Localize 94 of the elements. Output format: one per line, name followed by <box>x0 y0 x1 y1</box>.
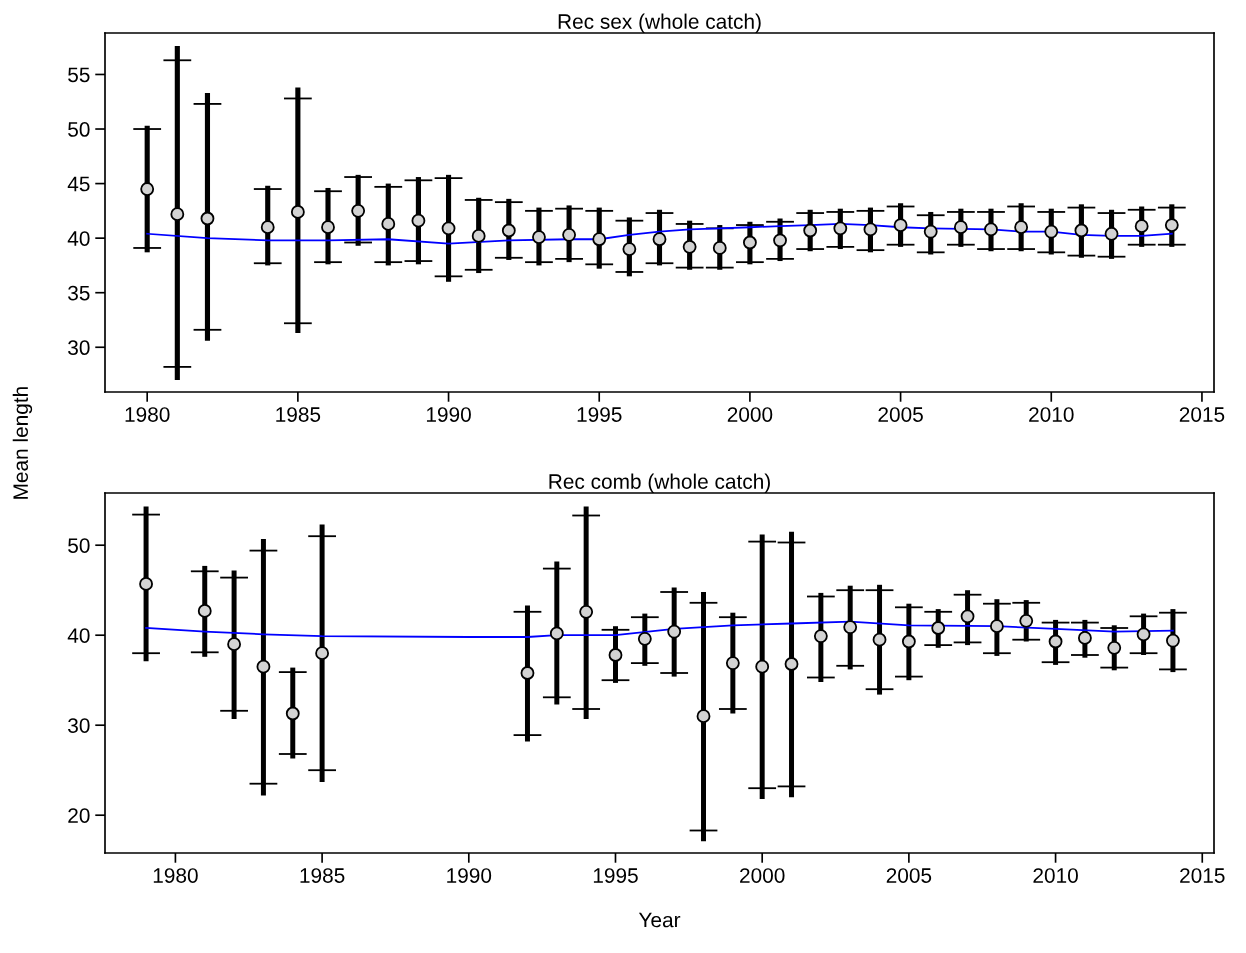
point <box>652 232 667 247</box>
y-tick-label: 30 <box>68 340 90 356</box>
point <box>1136 627 1151 642</box>
point <box>471 229 486 243</box>
point <box>532 230 546 244</box>
x-tick-label: 2010 <box>1033 868 1078 883</box>
point <box>989 619 1004 634</box>
y-axis-title: Mean length <box>12 387 33 499</box>
point <box>637 631 652 646</box>
point <box>682 239 697 254</box>
x-tick-label: 1980 <box>125 407 170 422</box>
x-tick-label: 2000 <box>740 868 785 883</box>
x-tick-label: 1985 <box>300 868 345 883</box>
point <box>1074 223 1089 238</box>
point <box>562 227 577 242</box>
y-tick-label: 55 <box>68 67 90 83</box>
point <box>872 632 887 647</box>
point <box>197 603 212 618</box>
x-tick-label: 2005 <box>878 407 923 422</box>
point <box>290 205 305 219</box>
point <box>140 182 155 196</box>
point <box>227 637 242 652</box>
y-tick-label: 40 <box>67 231 90 246</box>
y-tick-label: 45 <box>67 176 90 192</box>
y-tick-label: 50 <box>68 122 90 137</box>
point <box>381 217 396 231</box>
point <box>923 224 938 239</box>
point <box>260 220 275 235</box>
point <box>579 604 594 619</box>
point <box>501 223 516 238</box>
x-tick-label: 2000 <box>727 407 773 422</box>
point <box>803 223 818 238</box>
point <box>784 657 799 671</box>
point <box>315 646 330 661</box>
point <box>549 626 564 641</box>
chart-title: Rec sex (whole catch) <box>558 13 761 33</box>
point <box>1104 226 1119 241</box>
point <box>755 659 770 674</box>
point <box>1164 218 1179 232</box>
y-tick-label: 50 <box>68 538 90 553</box>
point <box>608 648 623 662</box>
y-tick-label: 35 <box>68 285 90 301</box>
point <box>285 706 300 721</box>
point <box>256 659 271 674</box>
x-tick-label: 1990 <box>447 868 492 883</box>
point <box>725 656 740 671</box>
point <box>931 621 946 635</box>
point <box>1134 219 1149 234</box>
point <box>1044 224 1059 239</box>
point <box>1077 630 1092 645</box>
point <box>170 207 185 222</box>
point <box>622 242 637 256</box>
point <box>742 235 757 250</box>
point <box>863 222 878 237</box>
point <box>1019 613 1034 628</box>
point <box>411 213 426 228</box>
point <box>833 221 848 236</box>
x-tick-label: 2010 <box>1029 407 1074 422</box>
point <box>139 576 153 591</box>
point <box>1048 634 1063 649</box>
x-tick-label: 1980 <box>153 868 198 883</box>
point <box>773 233 787 248</box>
point <box>321 220 335 235</box>
x-tick-label: 2015 <box>1180 868 1225 883</box>
x-tick-label: 2005 <box>886 868 932 883</box>
chart-title: Rec comb (whole catch) <box>549 473 770 493</box>
point <box>960 609 975 624</box>
x-tick-label: 1985 <box>276 407 321 422</box>
x-axis-title: Year <box>638 912 681 928</box>
point <box>667 624 682 639</box>
point <box>901 634 916 649</box>
y-tick-label: 30 <box>68 718 90 733</box>
line-series <box>145 620 1174 638</box>
y-tick-label: 40 <box>67 628 90 643</box>
point <box>843 620 858 635</box>
point <box>953 220 968 235</box>
point <box>696 709 711 724</box>
x-tick-label: 1990 <box>426 407 471 422</box>
point <box>592 232 607 247</box>
point <box>351 203 366 218</box>
y-tick-label: 20 <box>68 808 90 823</box>
x-tick-label: 1995 <box>577 407 622 422</box>
point <box>984 222 998 237</box>
x-tick-label: 2015 <box>1179 407 1225 422</box>
point <box>893 218 908 232</box>
point <box>441 221 456 236</box>
point <box>200 211 215 226</box>
point <box>1107 640 1122 655</box>
point <box>1014 220 1029 235</box>
point <box>712 241 727 255</box>
x-tick-label: 1995 <box>593 868 638 883</box>
point <box>813 629 828 644</box>
point <box>520 666 535 680</box>
point <box>1166 633 1180 648</box>
